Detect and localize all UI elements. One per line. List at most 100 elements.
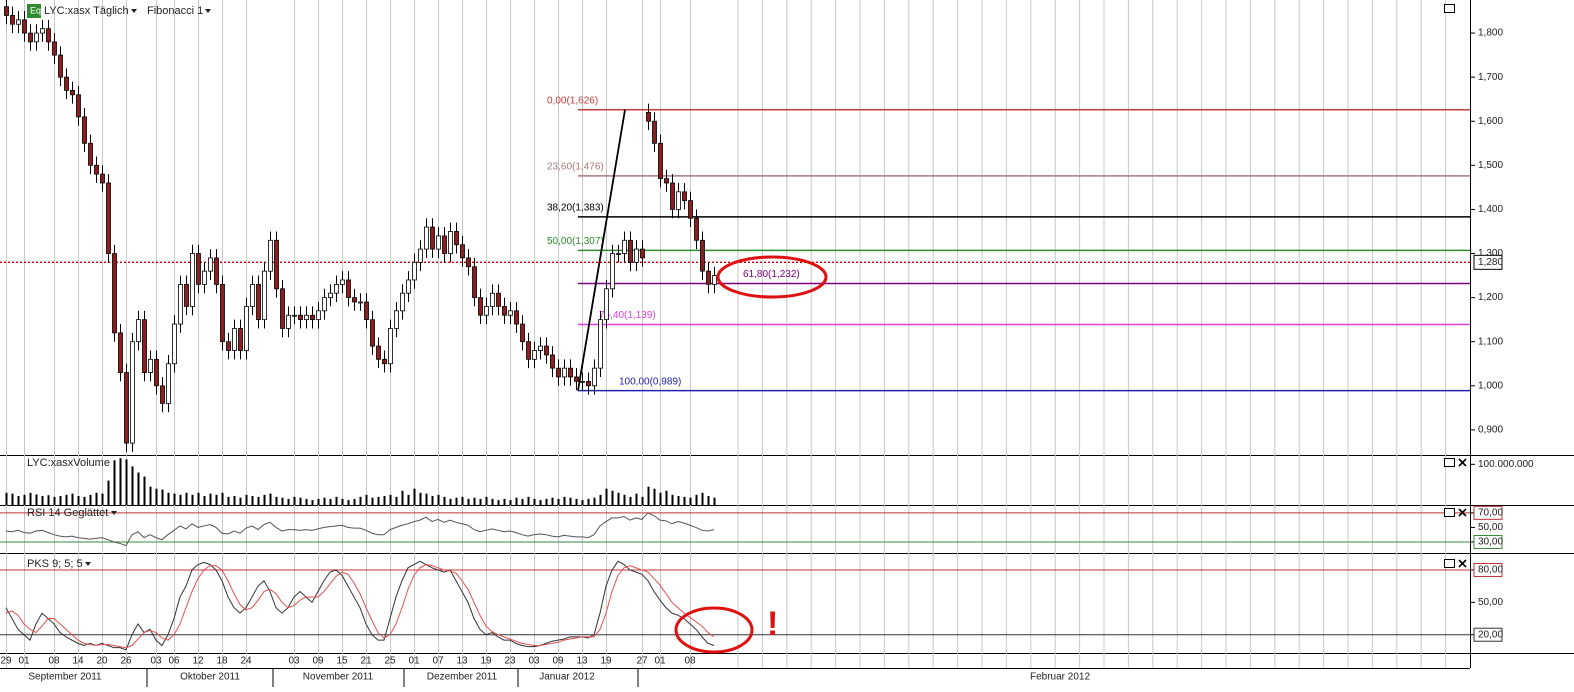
volume-bar (65, 494, 68, 505)
indicator-line (5, 560, 715, 651)
candle-body (76, 94, 81, 118)
candle-body (652, 120, 657, 144)
candle-body (112, 253, 117, 334)
volume-bar (449, 498, 452, 505)
maximize-button[interactable] (1444, 4, 1455, 13)
volume-bar (167, 492, 170, 505)
tick-label-box (1473, 627, 1503, 642)
volume-bar (125, 459, 128, 505)
candle-body (10, 15, 15, 25)
candle-body (436, 235, 441, 250)
volume-bar (443, 496, 446, 505)
candle-body (82, 116, 87, 144)
candle-body (40, 28, 45, 34)
y-tick-label: 1,700 (1478, 72, 1503, 83)
highlight-ellipse (674, 606, 754, 654)
volume-bar (149, 486, 152, 505)
volume-bar (371, 497, 374, 505)
candle-body (22, 19, 27, 34)
candle-body (622, 239, 627, 254)
candle-body (712, 275, 717, 285)
x-tick-label: 03 (528, 656, 540, 667)
dropdown-arrow[interactable] (205, 9, 211, 13)
volume-bar (209, 493, 212, 505)
x-tick-label: 19 (600, 656, 612, 667)
candle-body (376, 345, 381, 360)
candle-body (202, 270, 207, 285)
candle-body (544, 345, 549, 356)
candle-body (568, 367, 573, 378)
close-buttons[interactable] (1458, 458, 1467, 568)
month-label: Dezember 2011 (427, 672, 498, 683)
candle-body (676, 191, 681, 210)
candle-body (130, 341, 135, 444)
candle-body (334, 283, 339, 294)
candle-body (670, 182, 675, 210)
month-label: Oktober 2011 (180, 672, 240, 683)
dropdown-arrow[interactable] (85, 562, 91, 566)
candle-body (508, 310, 513, 316)
fib-label: 50,00(1,307) (547, 236, 604, 247)
candle-body (34, 32, 39, 43)
volume-bar (461, 496, 464, 505)
candle-body (214, 257, 219, 285)
candle-body (328, 292, 333, 299)
maximize-button[interactable] (1444, 559, 1455, 568)
volume-bar (227, 496, 230, 505)
volume-bar (305, 498, 308, 505)
candle-body (442, 235, 447, 254)
volume-bar (41, 496, 44, 505)
x-tick-label: 01 (408, 656, 420, 667)
pks-title[interactable]: PKS 9; 5; 5 (27, 558, 83, 570)
maximize-button[interactable] (1444, 458, 1455, 467)
candle-body (562, 367, 567, 378)
volume-bar (17, 496, 20, 505)
x-tick-label: 29 (0, 656, 12, 667)
x-tick-label: 03 (150, 656, 162, 667)
volume-bar (671, 494, 674, 505)
x-tick-label: 01 (18, 656, 30, 667)
volume-bar (113, 460, 116, 505)
x-tick-label: 07 (432, 656, 444, 667)
volume-bar (173, 493, 176, 505)
y-tick-label: 1,400 (1478, 204, 1503, 215)
rsi-title[interactable]: RSI 14 Geglättet (27, 507, 108, 519)
candle-body (688, 200, 693, 219)
candle-body (352, 297, 357, 303)
volume-bar (275, 496, 278, 505)
volume-bar (425, 493, 428, 505)
volume-bar (413, 488, 416, 505)
candle-body (682, 191, 687, 202)
symbol-menu[interactable]: LYC:xasx Täglich (44, 5, 129, 17)
volume-bar (395, 496, 398, 505)
y-tick-label: 1,300 (1478, 248, 1503, 259)
candle-body (700, 239, 705, 272)
candle-body (526, 341, 531, 360)
candle-body (238, 328, 243, 351)
tool-menu[interactable]: Fibonacci 1 (147, 5, 203, 17)
volume-bar (299, 497, 302, 505)
maximize-button[interactable] (1444, 508, 1455, 517)
candle-body (574, 376, 579, 382)
volume-bar (53, 496, 56, 505)
last-price-label: 1,280 (1478, 257, 1503, 268)
dropdown-arrow[interactable] (111, 511, 117, 515)
candle-body (382, 358, 387, 365)
volume-bar (155, 488, 158, 505)
dropdown-arrow[interactable] (131, 9, 137, 13)
candle-body (514, 310, 519, 325)
volume-bar (587, 498, 590, 505)
fib-label: 23,60(1,476) (547, 162, 604, 173)
volume-bar (683, 496, 686, 505)
x-tick-label: 24 (240, 656, 252, 667)
candle-body (4, 6, 9, 16)
candle-body (256, 283, 261, 321)
volume-bar (707, 496, 710, 505)
volume-bar (581, 500, 584, 505)
volume-bar (71, 493, 74, 505)
volume-bar (713, 497, 716, 505)
candle-body (100, 173, 105, 184)
volume-bar (185, 492, 188, 505)
eq-badge[interactable] (27, 4, 41, 18)
volume-bar (389, 494, 392, 505)
